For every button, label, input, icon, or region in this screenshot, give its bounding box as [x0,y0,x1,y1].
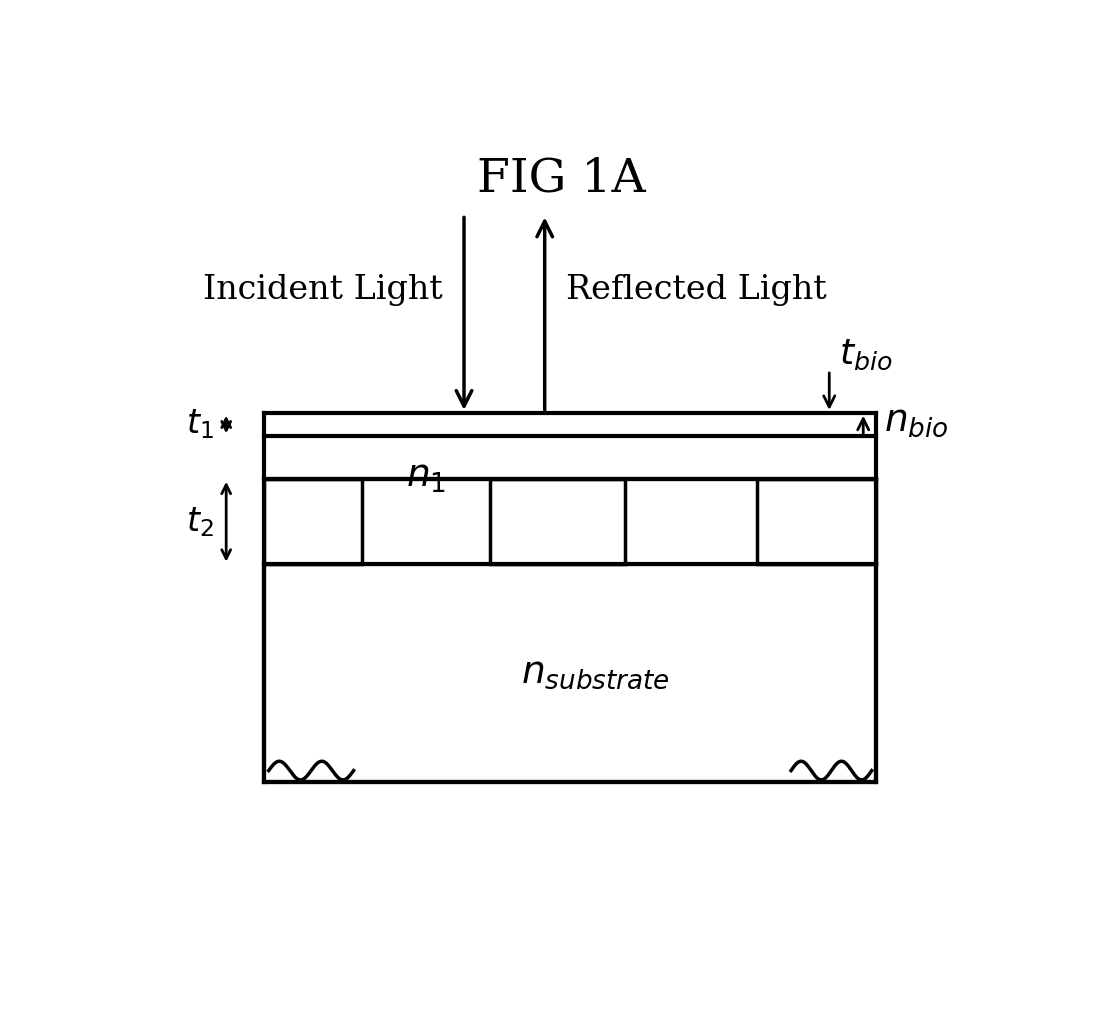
Bar [264,565,876,782]
Text: $n_{bio}$: $n_{bio}$ [884,403,949,438]
Text: $n_{1}$: $n_{1}$ [406,459,446,495]
Text: $t_{1}$: $t_{1}$ [185,408,214,441]
Text: $n_{substrate}$: $n_{substrate}$ [522,655,670,692]
Text: FIG 1A: FIG 1A [478,157,646,201]
Text: Reflected Light: Reflected Light [566,275,826,306]
Text: Incident Light: Incident Light [203,275,443,306]
Text: $t_{2}$: $t_{2}$ [185,505,214,538]
Bar [264,479,362,565]
Text: $n_{2}$: $n_{2}$ [537,504,578,539]
Bar [264,479,876,565]
Bar [490,479,626,565]
Text: $t_{bio}$: $t_{bio}$ [840,337,893,372]
Bar [757,479,876,565]
